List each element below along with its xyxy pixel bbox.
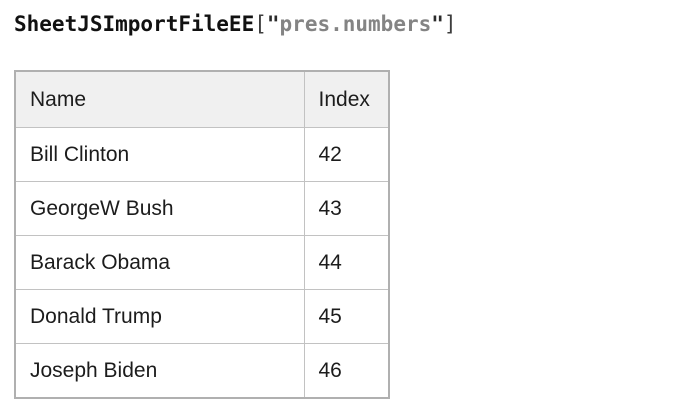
column-header-name: Name bbox=[14, 70, 305, 128]
index-cell: 45 bbox=[303, 289, 390, 344]
table-row: GeorgeW Bush 43 bbox=[14, 181, 390, 236]
header-row: Name Index bbox=[14, 70, 390, 128]
table-row: Bill Clinton 42 bbox=[14, 127, 390, 182]
quote-close: " bbox=[431, 12, 444, 36]
bracket-close: ] bbox=[443, 12, 457, 36]
string-key: pres.numbers bbox=[279, 12, 432, 36]
quote-open: " bbox=[266, 12, 280, 36]
page-title: SheetJSImportFileEE["pres.numbers"] bbox=[14, 11, 684, 38]
index-cell: 42 bbox=[303, 127, 390, 182]
name-cell: Barack Obama bbox=[14, 235, 305, 290]
table-row: Donald Trump 45 bbox=[14, 289, 390, 344]
name-cell: Donald Trump bbox=[14, 289, 305, 344]
table-header: Name Index bbox=[14, 70, 390, 128]
table-body: Bill Clinton 42 GeorgeW Bush 43 Barack O… bbox=[14, 127, 390, 399]
object-name: SheetJSImportFileEE bbox=[14, 12, 255, 36]
bracket-open: [ bbox=[254, 12, 267, 36]
table-row: Barack Obama 44 bbox=[14, 235, 390, 290]
page: SheetJSImportFileEE["pres.numbers"] Name… bbox=[14, 11, 684, 399]
column-header-index: Index bbox=[303, 70, 390, 128]
name-cell: GeorgeW Bush bbox=[14, 181, 305, 236]
index-cell: 43 bbox=[303, 181, 390, 236]
name-cell: Joseph Biden bbox=[14, 343, 305, 399]
index-cell: 44 bbox=[303, 235, 390, 290]
name-cell: Bill Clinton bbox=[14, 127, 305, 182]
presidents-table: Name Index Bill Clinton 42 GeorgeW Bush … bbox=[14, 70, 390, 399]
index-cell: 46 bbox=[303, 343, 390, 399]
table-row: Joseph Biden 46 bbox=[14, 343, 390, 399]
